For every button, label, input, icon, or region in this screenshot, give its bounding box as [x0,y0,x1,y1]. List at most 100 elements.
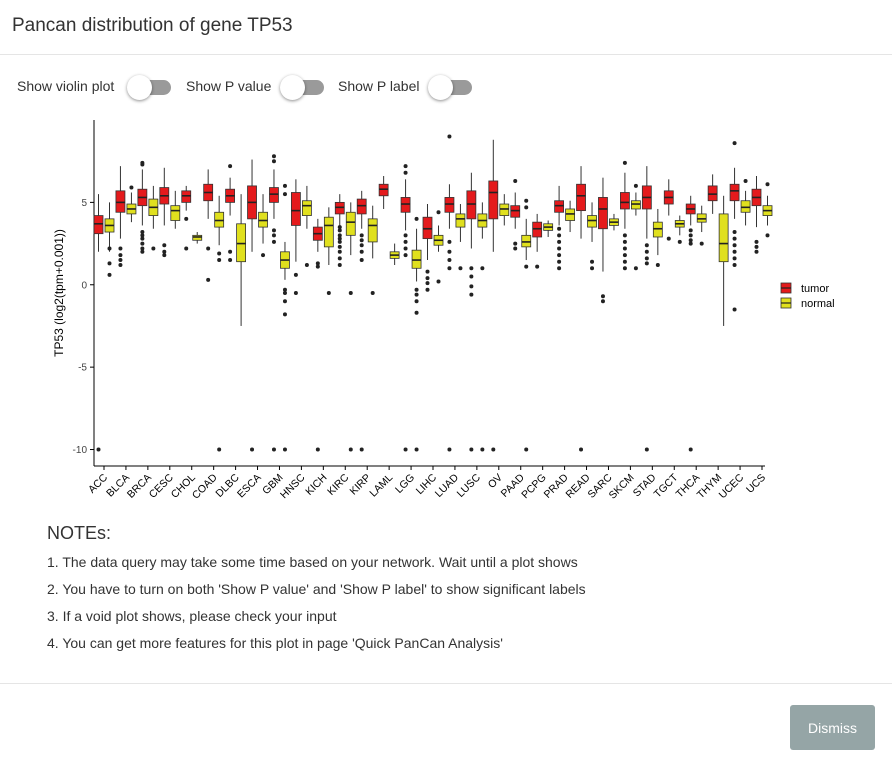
box-tumor [620,192,630,210]
outlier-point [513,246,518,251]
outlier-point [414,310,419,315]
show-violin-toggle[interactable] [127,75,173,100]
box-tumor [510,205,521,218]
dismiss-button[interactable]: Dismiss [790,705,875,750]
outlier-point [754,249,759,254]
outlier-point [425,269,430,274]
outlier-point [754,244,759,249]
outlier-point [447,239,452,244]
box-tumor [466,190,477,220]
box-normal [718,213,729,263]
notes-title: NOTEs: [47,523,112,543]
box-tumor [334,201,345,215]
toggle-knob [127,75,152,100]
outlier-point [524,264,529,269]
outlier-point [403,246,408,251]
box-normal [587,215,597,228]
outlier-point [206,277,211,282]
outlier-point [271,239,276,244]
outlier-point [644,249,649,254]
outlier-point [732,262,737,267]
outlier-point [765,233,770,238]
outlier-point [688,228,693,233]
outlier-point [436,210,441,215]
outlier-point [644,261,649,266]
outlier-point [140,230,145,235]
outlier-point [524,198,529,203]
outlier-point [425,287,430,292]
outlier-point [535,264,540,269]
outlier-point [315,447,320,452]
outlier-point [118,246,123,251]
outlier-point [600,294,605,299]
outlier-point [271,233,276,238]
x-tick-label: KIRC [325,471,352,498]
outlier-point [271,154,276,159]
outlier-point [600,299,605,304]
outlier-point [403,170,408,175]
box-tumor [181,190,192,203]
outlier-point [337,262,342,267]
outlier-point [206,246,211,251]
outlier-point [217,447,222,452]
x-tick-label: SKCM [607,472,637,502]
outlier-point [403,233,408,238]
outlier-point [447,134,452,139]
outlier-point [557,233,562,238]
outlier-point [282,291,287,295]
outlier-point [491,447,496,452]
outlier-point [622,259,627,264]
y-tick-label: 5 [81,198,87,209]
outlier-point [622,239,627,244]
outlier-point [732,256,737,261]
outlier-point [469,284,474,289]
outlier-point [217,258,222,263]
note-line: 2. You have to turn on both 'Show P valu… [47,581,586,597]
outlier-point [337,239,342,244]
outlier-point [184,246,189,251]
outlier-point [425,281,430,286]
outlier-point [140,236,145,241]
box-normal [631,200,641,210]
outlier-point [633,183,638,188]
box-normal [258,211,268,228]
outlier-point [579,447,584,452]
outlier-point [293,272,298,277]
show-p-label-toggle[interactable] [428,75,474,100]
outlier-point [677,239,682,244]
outlier-point [732,236,737,241]
outlier-point [271,228,276,233]
box-normal [521,234,532,248]
box-normal [301,200,312,216]
outlier-point [524,205,529,210]
toggle-knob [428,75,453,100]
outlier-point [469,274,474,279]
outlier-point [359,238,364,243]
outlier-point [359,243,364,248]
box-tumor [598,197,608,230]
outlier-point [337,228,342,233]
outlier-point [348,291,353,295]
notes-section: NOTEs: 1. The data query may take some t… [47,523,586,662]
box-normal [236,223,247,263]
outlier-point [469,292,474,297]
y-tick-label: -10 [73,445,88,456]
outlier-point [590,259,595,264]
outlier-point [447,258,452,263]
outlier-point [622,266,627,271]
outlier-point [655,262,660,267]
outlier-point [557,259,562,264]
show-p-value-label: Show P value [186,78,272,94]
outlier-point [359,233,364,238]
box-normal [652,221,663,238]
box-normal [367,218,378,243]
outlier-point [414,216,419,221]
outlier-point [403,239,408,244]
x-tick-label: UCEC [717,471,747,501]
outlier-point [622,233,627,238]
outlier-point [162,253,167,258]
outlier-point [469,447,474,452]
modal-title: Pancan distribution of gene TP53 [12,15,293,36]
show-p-value-toggle[interactable] [280,75,326,100]
legend-label: tumor [801,283,829,295]
